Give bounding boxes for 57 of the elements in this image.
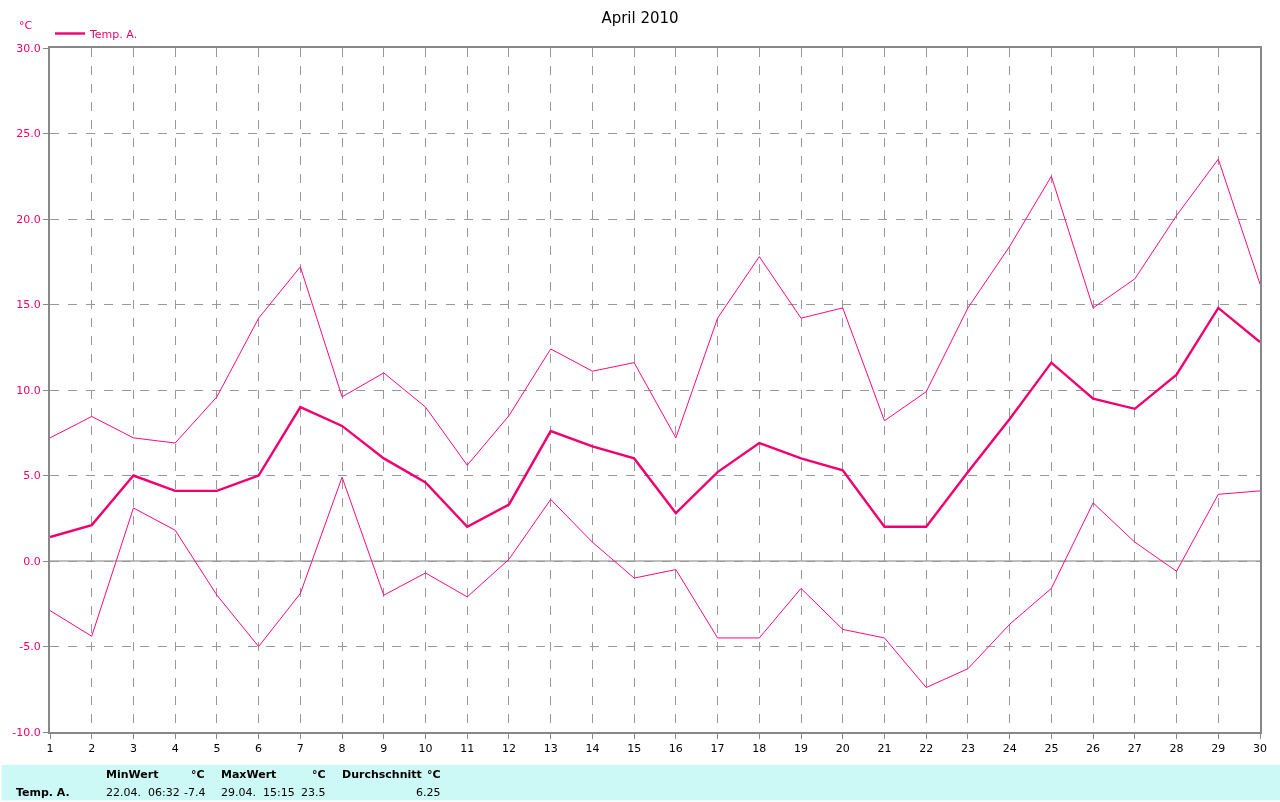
x-tick-label: 12 bbox=[501, 742, 516, 756]
x-tick-label: 5 bbox=[213, 742, 221, 756]
text: °C bbox=[191, 768, 205, 781]
y-tick-label: 15.0 bbox=[16, 298, 41, 312]
x-tick-label: 8 bbox=[338, 742, 346, 756]
text: 23.5 bbox=[301, 786, 326, 799]
x-tick-label: 6 bbox=[255, 742, 263, 756]
x-tick-label: 4 bbox=[171, 742, 179, 756]
chart-title: April 2010 bbox=[601, 8, 679, 27]
x-tick-label: 2 bbox=[88, 742, 96, 756]
text: MinWert bbox=[106, 768, 159, 781]
x-tick-label: 17 bbox=[710, 742, 725, 756]
x-tick-label: 14 bbox=[585, 742, 600, 756]
text: 29.04. 15:15 bbox=[221, 786, 295, 799]
x-tick-label: 15 bbox=[627, 742, 642, 756]
x-tick-label: 30 bbox=[1253, 742, 1267, 756]
legend-label: Temp. A. bbox=[89, 27, 138, 41]
y-tick-label: 25.0 bbox=[16, 127, 41, 141]
text: Durchschnitt bbox=[342, 768, 422, 781]
x-tick-label: 10 bbox=[418, 742, 433, 756]
x-tick-label: 1 bbox=[46, 742, 54, 756]
x-tick-label: 16 bbox=[668, 742, 683, 756]
x-tick-label: 21 bbox=[877, 742, 892, 756]
x-tick-label: 29 bbox=[1211, 742, 1226, 756]
text: 6.25 bbox=[416, 786, 441, 799]
text: Temp. A. bbox=[16, 786, 70, 799]
y-tick-label: 5.0 bbox=[23, 469, 41, 483]
y-tick-label: 30.0 bbox=[16, 41, 41, 55]
text: MaxWert bbox=[221, 768, 277, 781]
x-tick-label: 7 bbox=[296, 742, 304, 756]
x-tick-label: 9 bbox=[380, 742, 388, 756]
y-tick-label: 20.0 bbox=[16, 212, 41, 226]
x-tick-label: 28 bbox=[1169, 742, 1184, 756]
x-tick-label: 26 bbox=[1086, 742, 1101, 756]
x-tick-label: 19 bbox=[794, 742, 809, 756]
y-axis-title: °C bbox=[19, 19, 33, 32]
y-tick-label: 10.0 bbox=[16, 383, 41, 397]
text: °C bbox=[427, 768, 441, 781]
y-tick-label: 0.0 bbox=[23, 554, 41, 568]
line-series bbox=[50, 306, 1260, 539]
x-tick-label: 27 bbox=[1127, 742, 1142, 756]
line-series bbox=[50, 476, 1260, 689]
x-tick-label: 18 bbox=[752, 742, 767, 756]
x-tick-label: 13 bbox=[543, 742, 558, 756]
text: -7.4 bbox=[184, 786, 206, 799]
x-tick-label: 24 bbox=[1002, 742, 1017, 756]
line-series bbox=[50, 158, 1260, 466]
text: 22.04. 06:32 bbox=[106, 786, 180, 799]
x-tick-label: 23 bbox=[960, 742, 975, 756]
text: °C bbox=[312, 768, 326, 781]
y-tick-label: -5.0 bbox=[19, 640, 41, 654]
x-tick-label: 20 bbox=[835, 742, 850, 756]
x-tick-label: 25 bbox=[1044, 742, 1059, 756]
x-tick-label: 22 bbox=[919, 742, 934, 756]
y-tick-label: -10.0 bbox=[12, 725, 41, 739]
x-tick-label: 11 bbox=[460, 742, 475, 756]
x-tick-label: 3 bbox=[129, 742, 137, 756]
